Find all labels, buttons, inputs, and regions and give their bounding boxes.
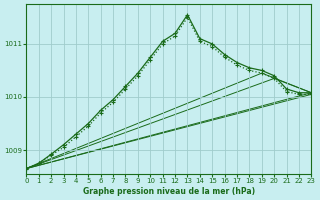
X-axis label: Graphe pression niveau de la mer (hPa): Graphe pression niveau de la mer (hPa)	[83, 187, 255, 196]
